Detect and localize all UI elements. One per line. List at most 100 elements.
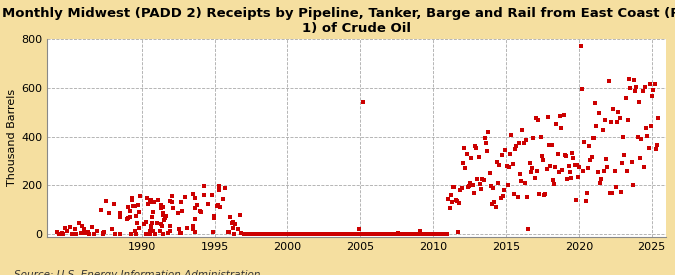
Point	[476, 187, 487, 192]
Point	[374, 232, 385, 236]
Point	[317, 232, 327, 236]
Point	[52, 230, 63, 234]
Point	[421, 232, 432, 236]
Point	[510, 147, 520, 151]
Point	[122, 217, 132, 221]
Point	[134, 194, 145, 198]
Point	[514, 140, 524, 145]
Point	[529, 176, 540, 180]
Point	[504, 165, 514, 169]
Point	[134, 226, 145, 230]
Point	[130, 232, 141, 236]
Point	[130, 229, 140, 233]
Point	[634, 156, 645, 160]
Point	[196, 210, 207, 214]
Point	[495, 196, 506, 200]
Point	[411, 232, 422, 236]
Point	[481, 141, 491, 145]
Point	[489, 200, 500, 204]
Point	[488, 186, 499, 191]
Point	[215, 205, 225, 209]
Point	[592, 170, 603, 174]
Point	[300, 232, 310, 236]
Point	[569, 163, 580, 167]
Point	[224, 230, 235, 234]
Point	[581, 190, 592, 195]
Point	[626, 159, 637, 164]
Point	[409, 232, 420, 236]
Point	[309, 232, 320, 236]
Point	[412, 232, 423, 236]
Point	[333, 232, 344, 236]
Point	[637, 89, 648, 93]
Point	[294, 232, 304, 236]
Point	[382, 232, 393, 236]
Point	[524, 161, 535, 165]
Point	[218, 197, 229, 202]
Point	[290, 232, 301, 236]
Point	[115, 215, 126, 219]
Point	[155, 202, 166, 207]
Point	[364, 232, 375, 236]
Point	[543, 114, 554, 119]
Point	[472, 176, 483, 181]
Point	[645, 82, 655, 86]
Point	[84, 232, 95, 236]
Point	[561, 153, 572, 158]
Point	[229, 222, 240, 226]
Point	[516, 178, 526, 183]
Point	[556, 126, 566, 130]
Point	[628, 78, 639, 82]
Point	[58, 232, 69, 236]
Point	[642, 134, 653, 138]
Point	[146, 228, 157, 232]
Point	[479, 136, 490, 140]
Point	[198, 192, 209, 197]
Point	[531, 169, 542, 173]
Point	[321, 232, 331, 236]
Point	[254, 232, 265, 236]
Point	[180, 194, 191, 199]
Point	[484, 171, 495, 175]
Point	[281, 232, 292, 236]
Point	[598, 169, 609, 174]
Point	[520, 138, 531, 142]
Point	[167, 200, 178, 205]
Point	[209, 215, 219, 220]
Point	[449, 185, 460, 189]
Point	[187, 192, 198, 196]
Point	[163, 231, 173, 236]
Point	[447, 200, 458, 205]
Point	[464, 184, 475, 188]
Point	[175, 230, 186, 235]
Point	[252, 232, 263, 236]
Point	[564, 170, 575, 174]
Point	[622, 169, 632, 174]
Point	[62, 229, 73, 233]
Point	[245, 232, 256, 236]
Point	[71, 232, 82, 236]
Point	[248, 232, 259, 236]
Point	[387, 232, 398, 236]
Point	[109, 202, 119, 207]
Point	[444, 206, 455, 210]
Point	[213, 202, 223, 207]
Point	[599, 118, 610, 122]
Point	[271, 232, 281, 236]
Point	[157, 232, 168, 236]
Point	[359, 232, 370, 236]
Point	[141, 232, 152, 236]
Point	[632, 135, 643, 139]
Point	[272, 232, 283, 236]
Point	[431, 232, 441, 236]
Point	[331, 232, 342, 236]
Point	[176, 209, 187, 213]
Point	[146, 197, 157, 202]
Point	[591, 124, 602, 128]
Point	[416, 232, 427, 236]
Point	[312, 232, 323, 236]
Point	[425, 232, 435, 236]
Point	[579, 140, 590, 144]
Point	[437, 232, 448, 236]
Point	[307, 232, 318, 236]
